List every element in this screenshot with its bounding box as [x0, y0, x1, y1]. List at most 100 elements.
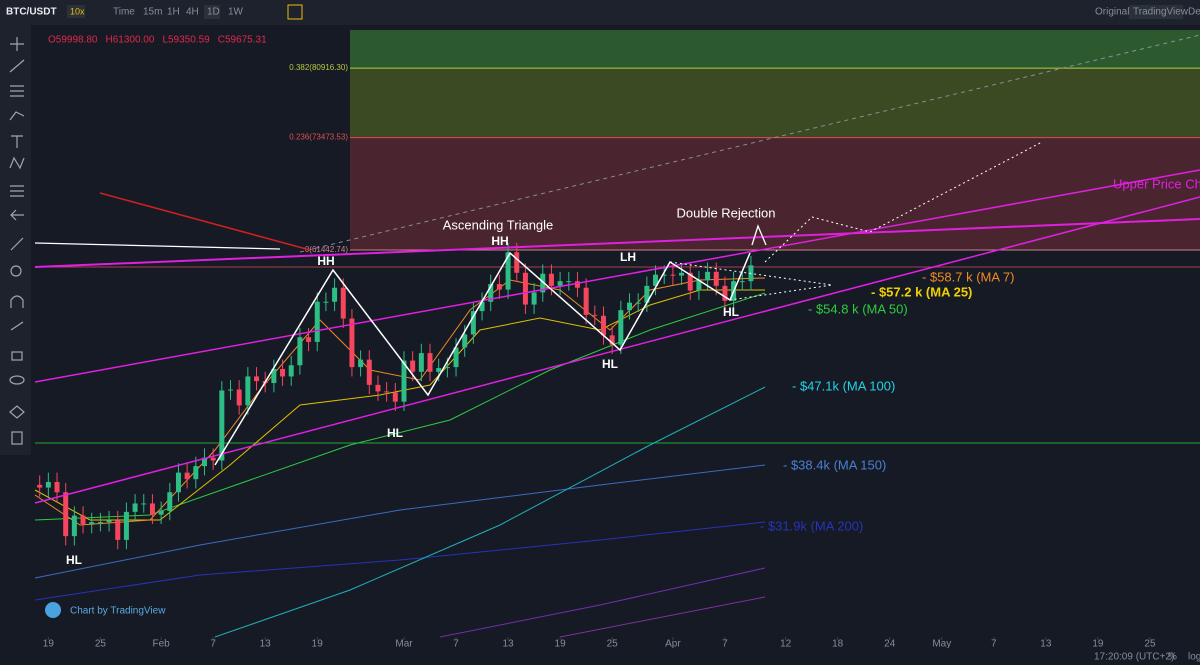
candle-body	[514, 252, 520, 273]
candle-body	[245, 376, 251, 406]
x-tick-label: 19	[43, 639, 55, 650]
clock: 17:20:09 (UTC+2)	[1094, 652, 1174, 663]
left-toolbar	[0, 25, 31, 455]
ma-label: - $38.4k (MA 150)	[783, 457, 886, 472]
annotation: HL	[387, 426, 403, 440]
candle-body	[540, 273, 546, 293]
candle-body	[297, 337, 303, 366]
ma-label: - $47.1k (MA 100)	[792, 378, 895, 393]
interval[interactable]: 4H	[186, 7, 199, 18]
interval-active	[204, 5, 220, 19]
candle-body	[548, 273, 554, 286]
candle-body	[106, 520, 112, 523]
candle-body	[54, 481, 60, 493]
watermark[interactable]: Chart by TradingView	[70, 606, 166, 617]
candle-body	[271, 368, 277, 383]
tool-icons[interactable]	[9, 37, 25, 445]
leverage[interactable]: 10x	[70, 6, 85, 16]
screenshot-icon[interactable]	[287, 4, 303, 20]
candle-body	[219, 390, 225, 461]
x-tick-label: 13	[260, 639, 272, 650]
candle-body	[37, 484, 43, 488]
candle-body	[392, 392, 398, 402]
candle-body	[97, 522, 103, 524]
ma-label: - $58.7 k (MA 7)	[922, 269, 1014, 284]
symbol[interactable]: BTC/USDT	[6, 7, 57, 18]
candle-body	[557, 281, 563, 286]
annotation: HH	[317, 254, 334, 268]
annotation: Double Rejection	[676, 205, 775, 220]
candle-body	[453, 347, 459, 368]
view-option[interactable]: Original	[1095, 7, 1129, 18]
scale-option[interactable]: %	[1168, 652, 1177, 663]
white-trend-line	[34, 242, 281, 250]
candle-body	[401, 360, 407, 402]
x-tick-label: 7	[722, 639, 728, 650]
x-tick-label: 24	[884, 639, 896, 650]
candle-body	[418, 353, 424, 372]
candle-body	[635, 302, 641, 304]
x-tick-label: 25	[607, 639, 619, 650]
candle-body	[132, 503, 138, 512]
candle-body	[436, 368, 442, 372]
ma-label: - $31.9k (MA 200)	[760, 518, 863, 533]
candle-body	[254, 376, 260, 382]
moving-averages	[34, 277, 766, 638]
candle-body	[358, 359, 364, 368]
view-option[interactable]: TradingView	[1133, 7, 1189, 18]
tv-logo	[45, 602, 61, 618]
x-tick-label: 13	[503, 639, 515, 650]
interval[interactable]: 1W	[228, 7, 244, 18]
fib-zone-olive	[350, 69, 1200, 137]
ohlc-value: L59350.59	[162, 35, 210, 46]
fib-label: 0.236(73473.53)	[289, 133, 348, 142]
annotation: HH	[491, 234, 508, 248]
candle-body	[670, 274, 676, 276]
candle-body	[280, 368, 286, 377]
candle-body	[427, 353, 433, 372]
candle-body	[193, 466, 199, 480]
interval[interactable]: 1H	[167, 7, 180, 18]
candle-body	[600, 315, 606, 336]
candle-body	[141, 503, 147, 505]
x-tick-label: 25	[95, 639, 107, 650]
ohlc-value: H61300.00	[106, 35, 155, 46]
candle-body	[323, 301, 329, 303]
x-tick-label: May	[932, 639, 951, 650]
candle-body	[653, 274, 659, 286]
fib-zone-red	[350, 137, 1200, 250]
interval[interactable]: Time	[113, 7, 135, 18]
scale-option[interactable]: log	[1188, 652, 1200, 663]
top-bar	[0, 0, 1200, 25]
interval[interactable]: 15m	[143, 7, 162, 18]
x-tick-label: 7	[991, 639, 997, 650]
candle-body	[696, 280, 702, 291]
candle-body	[566, 281, 572, 283]
candle-body	[462, 334, 468, 348]
annotation: LH	[620, 250, 636, 264]
x-tick-label: 7	[210, 639, 216, 650]
x-tick-label: Feb	[152, 639, 170, 650]
candle-body	[713, 271, 719, 286]
red-trend-line	[99, 192, 311, 251]
candle-body	[496, 284, 502, 290]
candle-body	[306, 337, 312, 342]
interval[interactable]: 1D	[207, 7, 220, 18]
view-option[interactable]: Depth	[1188, 7, 1200, 18]
ma-label: - $54.8 k (MA 50)	[808, 301, 908, 316]
candle-body	[366, 359, 372, 385]
candle-body	[531, 292, 537, 305]
candle-body	[609, 335, 615, 345]
ohlc-value: O59998.80	[48, 35, 98, 46]
candle-body	[583, 287, 589, 315]
fib-label: 0.382(80916.30)	[289, 63, 348, 72]
x-tick-label: 19	[555, 639, 567, 650]
candle-body	[210, 457, 216, 461]
x-tick-label: 25	[1144, 639, 1156, 650]
candle-body	[201, 457, 207, 467]
candle-body	[236, 389, 242, 406]
candle-body	[410, 360, 416, 372]
projection-line	[299, 34, 1200, 253]
x-tick-label: 19	[312, 639, 324, 650]
